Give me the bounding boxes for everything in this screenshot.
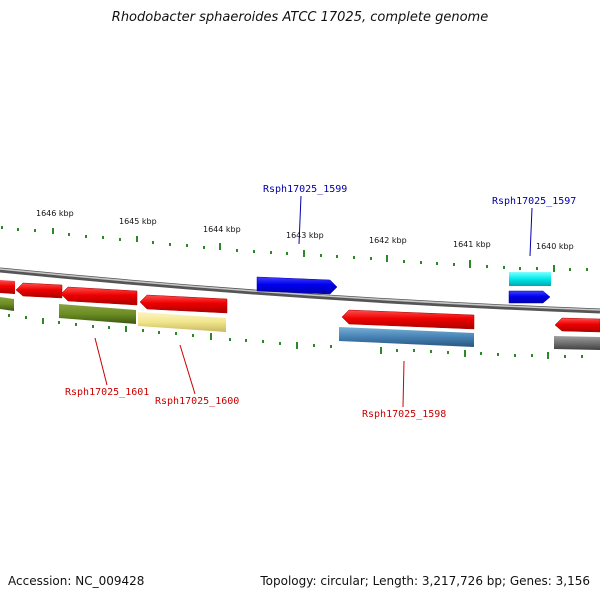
- tick-label-1646: 1646 kbp: [36, 209, 74, 218]
- tick-label-1643: 1643 kbp: [286, 231, 324, 240]
- tick-label-1642: 1642 kbp: [369, 236, 407, 245]
- feature-bar-gray-right[interactable]: [554, 336, 600, 350]
- gene-label-1599[interactable]: Rsph17025_1599: [263, 184, 347, 195]
- gene-label-1597[interactable]: Rsph17025_1597: [492, 196, 576, 207]
- gene-1601-feature[interactable]: [59, 304, 136, 324]
- gene-1598-arrow[interactable]: [341, 309, 475, 330]
- gene-label-1600[interactable]: Rsph17025_1600: [155, 396, 239, 407]
- leader-line-1601: [94, 337, 108, 386]
- gene-1597-arrow[interactable]: [508, 290, 551, 304]
- tick-label-1645: 1645 kbp: [119, 217, 157, 226]
- gene-1601-arrow[interactable]: [60, 286, 138, 306]
- tick-label-1644: 1644 kbp: [203, 225, 241, 234]
- accession-text: Accession: NC_009428: [8, 574, 145, 588]
- leader-line-1597: [529, 207, 533, 257]
- gene-1599-arrow[interactable]: [256, 276, 338, 295]
- leader-line-1598: [402, 360, 405, 408]
- gene-label-1598[interactable]: Rsph17025_1598: [362, 409, 446, 420]
- leader-line-1599: [298, 195, 302, 245]
- gene-1600-arrow[interactable]: [139, 294, 228, 314]
- gene-label-1601[interactable]: Rsph17025_1601: [65, 387, 149, 398]
- inner-tick-ring: [8, 314, 583, 359]
- gene-left-edge-arrow[interactable]: [0, 280, 15, 294]
- gene-right-edge-arrow[interactable]: [554, 317, 600, 333]
- genome-summary-text: Topology: circular; Length: 3,217,726 bp…: [260, 574, 590, 588]
- tick-label-1641: 1641 kbp: [453, 240, 491, 249]
- gene-1598-feature[interactable]: [339, 327, 474, 347]
- genome-backbone: [0, 267, 600, 314]
- feature-bar-olive-left[interactable]: [0, 297, 14, 311]
- map-title: Rhodobacter sphaeroides ATCC 17025, comp…: [111, 10, 489, 25]
- gene-1600-feature[interactable]: [138, 312, 226, 332]
- gene-1597-feature[interactable]: [509, 272, 551, 286]
- gene-reverse-arrow-a[interactable]: [15, 282, 63, 299]
- tick-label-1640: 1640 kbp: [536, 242, 574, 251]
- leader-line-1600: [179, 344, 196, 395]
- outer-tick-ring: [1, 226, 588, 272]
